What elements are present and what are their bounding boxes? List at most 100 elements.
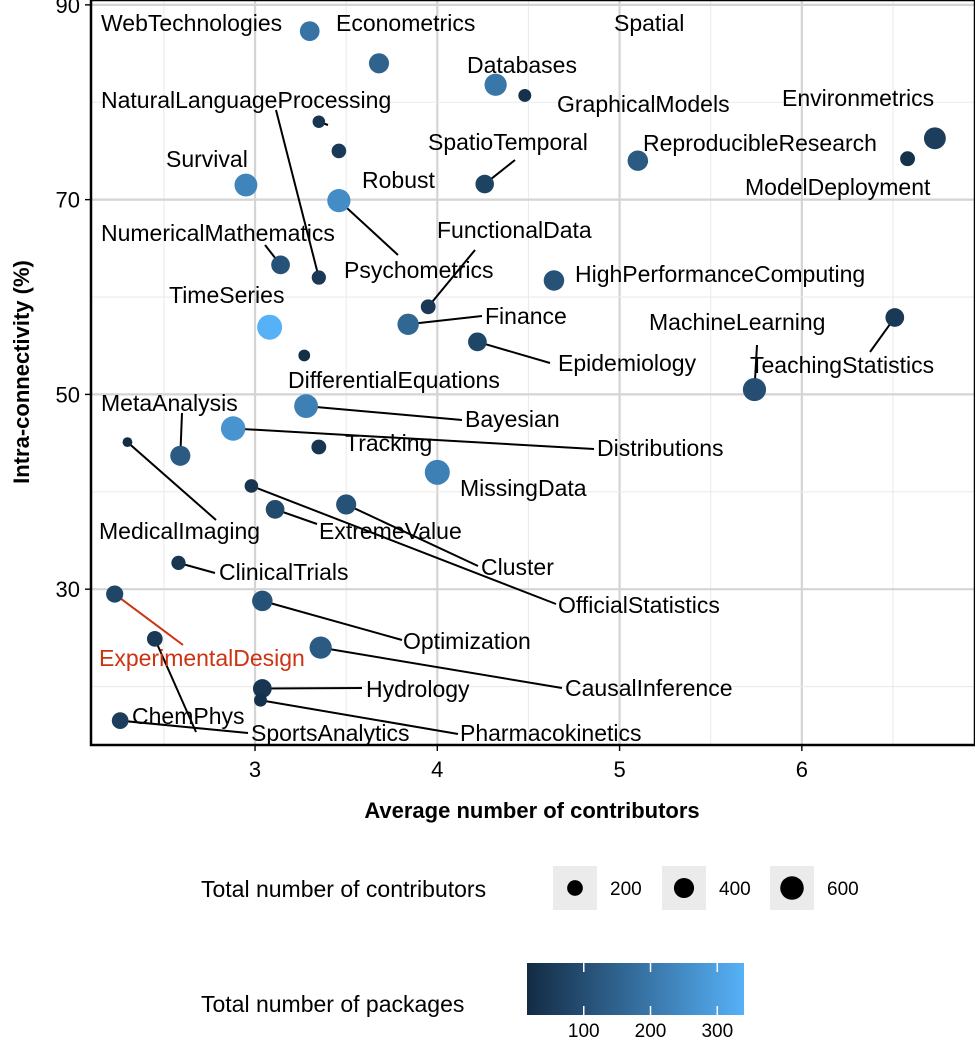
label-Econometrics: Econometrics	[336, 10, 475, 36]
y-axis-title: Intra-connectivity (%)	[9, 260, 34, 484]
size-legend-key-600	[780, 876, 804, 900]
y-tick-label: 90	[56, 0, 80, 18]
label-Finance: Finance	[485, 303, 567, 329]
point-Pharmacokinetics	[254, 693, 267, 707]
x-axis-title: Average number of contributors	[364, 798, 699, 823]
leader-line-FunctionalData	[427, 249, 476, 308]
point-HighPerformanceComputing	[543, 270, 565, 291]
x-tick-label: 3	[249, 757, 261, 782]
color-bar	[527, 963, 744, 1015]
label-Databases: Databases	[467, 52, 577, 78]
label-TeachingStatistics: TeachingStatistics	[750, 352, 934, 378]
leader-line-Finance	[408, 315, 483, 326]
point-FunctionalData	[420, 299, 436, 315]
leader-line-SportsAnalytics	[120, 719, 249, 734]
label-SportsAnalytics: SportsAnalytics	[251, 720, 410, 746]
leader-line-ExperimentalDesign	[114, 593, 184, 646]
color-legend-label: 100	[568, 1021, 600, 1040]
size-legend-key-200	[567, 880, 583, 896]
leader-line-Hydrology	[262, 687, 363, 690]
size-legend: Total number of contributors 200 400 600	[201, 866, 859, 910]
point-Tracking	[311, 439, 327, 455]
leader-line-Bayesian	[305, 405, 463, 421]
point-ClinicalTrials	[171, 555, 186, 571]
leader-line-CausalInference	[320, 646, 563, 689]
leader-line-Distributions	[233, 427, 595, 450]
label-NumericalMathematics: NumericalMathematics	[101, 220, 335, 246]
y-tick-label: 70	[56, 188, 80, 213]
point-SpatioTemporal	[475, 174, 494, 194]
point-Epidemiology	[468, 332, 487, 352]
point-MedicalImaging	[122, 437, 133, 448]
point-Robust	[331, 143, 347, 159]
label-Optimization: Optimization	[403, 628, 531, 654]
label-HighPerformanceComputing: HighPerformanceComputing	[575, 261, 865, 287]
label-Pharmacokinetics: Pharmacokinetics	[460, 720, 642, 746]
point-Bayesian	[294, 394, 318, 419]
point-WebTechnologies	[299, 21, 320, 42]
point-Econometrics	[368, 53, 390, 74]
label-Robust: Robust	[362, 167, 435, 193]
point-Distributions	[220, 416, 246, 441]
point-MachineLearning	[742, 377, 767, 402]
data-points	[106, 21, 946, 730]
label-ExtremeValue: ExtremeValue	[319, 518, 462, 544]
point-ReproducibleResearch	[923, 127, 946, 150]
label-MetaAnalysis: MetaAnalysis	[101, 390, 238, 416]
label-Hydrology: Hydrology	[366, 676, 470, 702]
label-TimeSeries: TimeSeries	[169, 282, 284, 308]
point-Optimization	[252, 590, 273, 612]
point-MissingData	[424, 459, 450, 485]
point-NaturalLanguageProcessing	[311, 270, 326, 285]
point-ExtremeValue	[265, 499, 285, 519]
label-SpatioTemporal: SpatioTemporal	[428, 129, 588, 155]
label-Distributions: Distributions	[597, 435, 724, 461]
color-legend: Total number of packages 100 200 300	[201, 963, 744, 1040]
size-legend-key-400	[673, 877, 695, 899]
x-tick-label: 4	[431, 757, 443, 782]
color-legend-label: 300	[701, 1021, 733, 1040]
label-CausalInference: CausalInference	[565, 675, 733, 701]
point-TimeSeries	[257, 314, 283, 340]
point-MetaAnalysis	[170, 445, 191, 466]
label-ModelDeployment: ModelDeployment	[745, 174, 931, 200]
leader-line-Optimization	[262, 599, 403, 641]
label-GraphicalModels: GraphicalModels	[557, 91, 730, 117]
label-Psychometrics: Psychometrics	[344, 257, 494, 283]
size-legend-label: 200	[610, 879, 642, 900]
label-MissingData: MissingData	[460, 475, 587, 501]
leader-line-Epidemiology	[477, 340, 551, 364]
label-WebTechnologies: WebTechnologies	[101, 10, 282, 36]
size-legend-title: Total number of contributors	[201, 876, 486, 902]
label-NaturalLanguageProcessing: NaturalLanguageProcessing	[101, 87, 391, 113]
point-SportsAnalytics	[111, 712, 129, 730]
label-FunctionalData: FunctionalData	[437, 217, 592, 243]
color-legend-title: Total number of packages	[201, 991, 464, 1017]
leader-line-Psychometrics	[338, 199, 399, 256]
leader-line-Cluster	[345, 503, 479, 567]
label-DifferentialEquations: DifferentialEquations	[288, 367, 500, 393]
point-NumericalMathematics	[271, 255, 290, 275]
label-OfficialStatistics: OfficialStatistics	[558, 592, 720, 618]
point-ExperimentalDesign	[106, 585, 124, 603]
axis-ticks: 3 4 5 6 30 50 70 90	[56, 0, 808, 782]
point-TeachingStatistics	[885, 308, 905, 327]
point-Cluster	[336, 494, 357, 515]
x-tick-label: 5	[613, 757, 625, 782]
label-Bayesian: Bayesian	[465, 406, 560, 432]
leader-line-Pharmacokinetics	[260, 699, 459, 735]
label-ClinicalTrials: ClinicalTrials	[219, 559, 349, 585]
size-legend-label: 400	[719, 879, 751, 900]
point-Databases	[312, 115, 326, 129]
label-Cluster: Cluster	[481, 554, 554, 580]
point-GraphicalModels	[518, 88, 532, 102]
point-Environmetrics	[627, 150, 649, 171]
data-labels: WebTechnologies Econometrics Spatial Databa…	[99, 10, 934, 746]
point-Survival	[234, 173, 258, 197]
label-ReproducibleResearch: ReproducibleResearch	[643, 130, 877, 156]
point-ModelDeployment	[900, 151, 915, 167]
point-Hydrology	[252, 679, 272, 698]
y-tick-label: 50	[56, 382, 80, 407]
point-DifferentialEquations	[298, 349, 311, 362]
point-ChemPhys	[146, 631, 163, 647]
